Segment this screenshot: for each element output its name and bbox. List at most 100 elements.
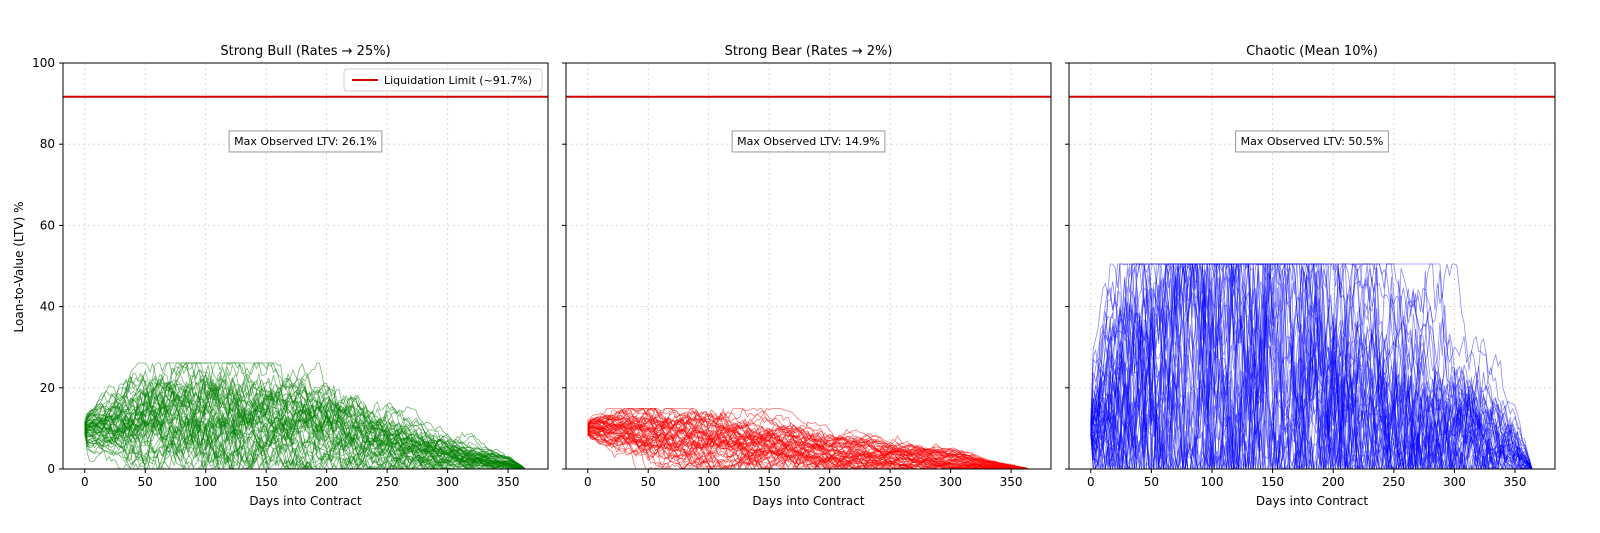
ltv-path-line [587, 408, 1029, 469]
ltv-path-line [587, 431, 1029, 469]
y-axis-label: Loan-to-Value (LTV) % [12, 202, 26, 333]
ltv-path-line [1090, 263, 1533, 469]
ltv-path-line [1090, 263, 1533, 469]
ltv-path-line [1090, 263, 1533, 469]
x-tick-label: 300 [1443, 475, 1466, 489]
x-tick-label: 100 [697, 475, 720, 489]
ltv-path-line [1090, 305, 1532, 469]
plot-frame [62, 62, 549, 470]
ltv-path-line [84, 362, 526, 469]
ltv-path-line [84, 362, 526, 469]
ltv-path-line [1090, 270, 1532, 469]
ltv-path-line [1090, 263, 1533, 469]
ltv-path-line [1090, 308, 1533, 469]
max-ltv-annotation-text: Max Observed LTV: 50.5% [1241, 135, 1384, 148]
ltv-path-line [84, 381, 526, 469]
ltv-path-line [1090, 263, 1533, 469]
panel-title: Strong Bear (Rates → 2%) [725, 44, 893, 59]
max-ltv-annotation-text: Max Observed LTV: 26.1% [234, 135, 377, 148]
ltv-path-line [84, 373, 526, 469]
ltv-path-line [1090, 263, 1533, 469]
ltv-path-line [84, 420, 526, 469]
x-tick-label: 300 [939, 475, 962, 489]
x-tick-label: 0 [81, 475, 89, 489]
ltv-path-line [587, 421, 1028, 469]
x-tick-label: 50 [641, 475, 656, 489]
ltv-path-line [1090, 292, 1532, 469]
y-tick-label: 20 [40, 381, 55, 395]
plot-frame [1068, 62, 1556, 470]
ltv-path-line [1090, 263, 1533, 469]
plot-frame [565, 62, 1052, 470]
ltv-path-line [1090, 262, 1532, 469]
ltv-path-line [587, 412, 1028, 469]
max-ltv-annotation-text: Max Observed LTV: 14.9% [737, 135, 880, 148]
panel-title: Chaotic (Mean 10%) [1246, 44, 1378, 59]
x-tick-label: 350 [497, 475, 520, 489]
ltv-path-line [1090, 263, 1533, 469]
chart-panel-2: 0 50 100 150 200 250 300 350 Strong Bear (Rates … [562, 44, 1052, 508]
ltv-path-line [84, 362, 526, 469]
y-tick-label: 80 [40, 137, 55, 151]
ltv-path-line [1090, 263, 1533, 469]
ltv-path-line [1090, 276, 1532, 469]
ltv-path-line [1090, 263, 1533, 469]
ltv-path-line [1090, 263, 1532, 469]
ltv-path-line [1090, 263, 1532, 469]
ltv-path-line [1090, 263, 1533, 469]
ltv-path-line [1090, 263, 1533, 469]
x-tick-label: 200 [315, 475, 338, 489]
ltv-path-line [1090, 296, 1533, 469]
x-tick-label: 0 [1087, 475, 1095, 489]
ltv-path-line [84, 416, 525, 469]
ltv-path-line [1090, 262, 1533, 469]
x-tick-label: 50 [1144, 475, 1159, 489]
max-ltv-annotation-box [731, 130, 886, 153]
x-tick-label: 250 [879, 475, 902, 489]
ltv-path-line [84, 375, 526, 469]
ltv-path-line [1090, 263, 1533, 469]
ltv-path-line [587, 424, 1028, 469]
x-tick-label: 350 [1000, 475, 1023, 489]
ltv-path-line [84, 387, 526, 469]
x-tick-label: 350 [1504, 475, 1527, 489]
ltv-path-line [1090, 341, 1533, 469]
ltv-paths [84, 361, 526, 469]
ltv-path-line [1090, 262, 1533, 469]
x-tick-label: 150 [1261, 475, 1284, 489]
ltv-path-line [84, 426, 525, 469]
x-axis-label: Days into Contract [1256, 494, 1368, 508]
ltv-path-line [1090, 263, 1533, 469]
x-tick-label: 0 [584, 475, 592, 489]
x-axis-label: Days into Contract [249, 494, 361, 508]
ltv-path-line [1090, 262, 1533, 469]
x-tick-label: 50 [138, 475, 153, 489]
max-ltv-annotation-box [1235, 130, 1389, 153]
x-tick-label: 200 [1322, 475, 1345, 489]
ltv-path-line [587, 408, 1028, 469]
y-tick-label: 100 [32, 56, 55, 70]
ltv-path-line [1090, 263, 1532, 469]
max-ltv-annotation: Max Observed LTV: 50.5% [1235, 130, 1389, 153]
x-tick-label: 100 [1201, 475, 1224, 489]
ltv-path-line [587, 432, 1028, 469]
ltv-path-line [1090, 301, 1533, 469]
ltv-path-line [84, 424, 525, 469]
ltv-path-line [1090, 262, 1533, 469]
ltv-path-line [1090, 262, 1533, 469]
panel-title: Strong Bull (Rates → 25%) [220, 44, 390, 59]
ltv-path-line [587, 408, 1028, 469]
y-tick-label: 0 [47, 462, 55, 476]
ltv-path-line [1090, 263, 1532, 469]
ltv-path-line [84, 369, 526, 469]
x-tick-label: 150 [758, 475, 781, 489]
ltv-path-line [1090, 262, 1532, 469]
ltv-path-line [587, 422, 1029, 469]
ltv-path-line [1090, 263, 1533, 469]
ltv-path-line [1090, 263, 1532, 469]
ltv-path-line [1090, 263, 1533, 469]
x-tick-label: 100 [194, 475, 217, 489]
ltv-path-line [1090, 262, 1532, 469]
x-tick-label: 250 [1382, 475, 1405, 489]
ltv-path-line [1090, 262, 1533, 469]
